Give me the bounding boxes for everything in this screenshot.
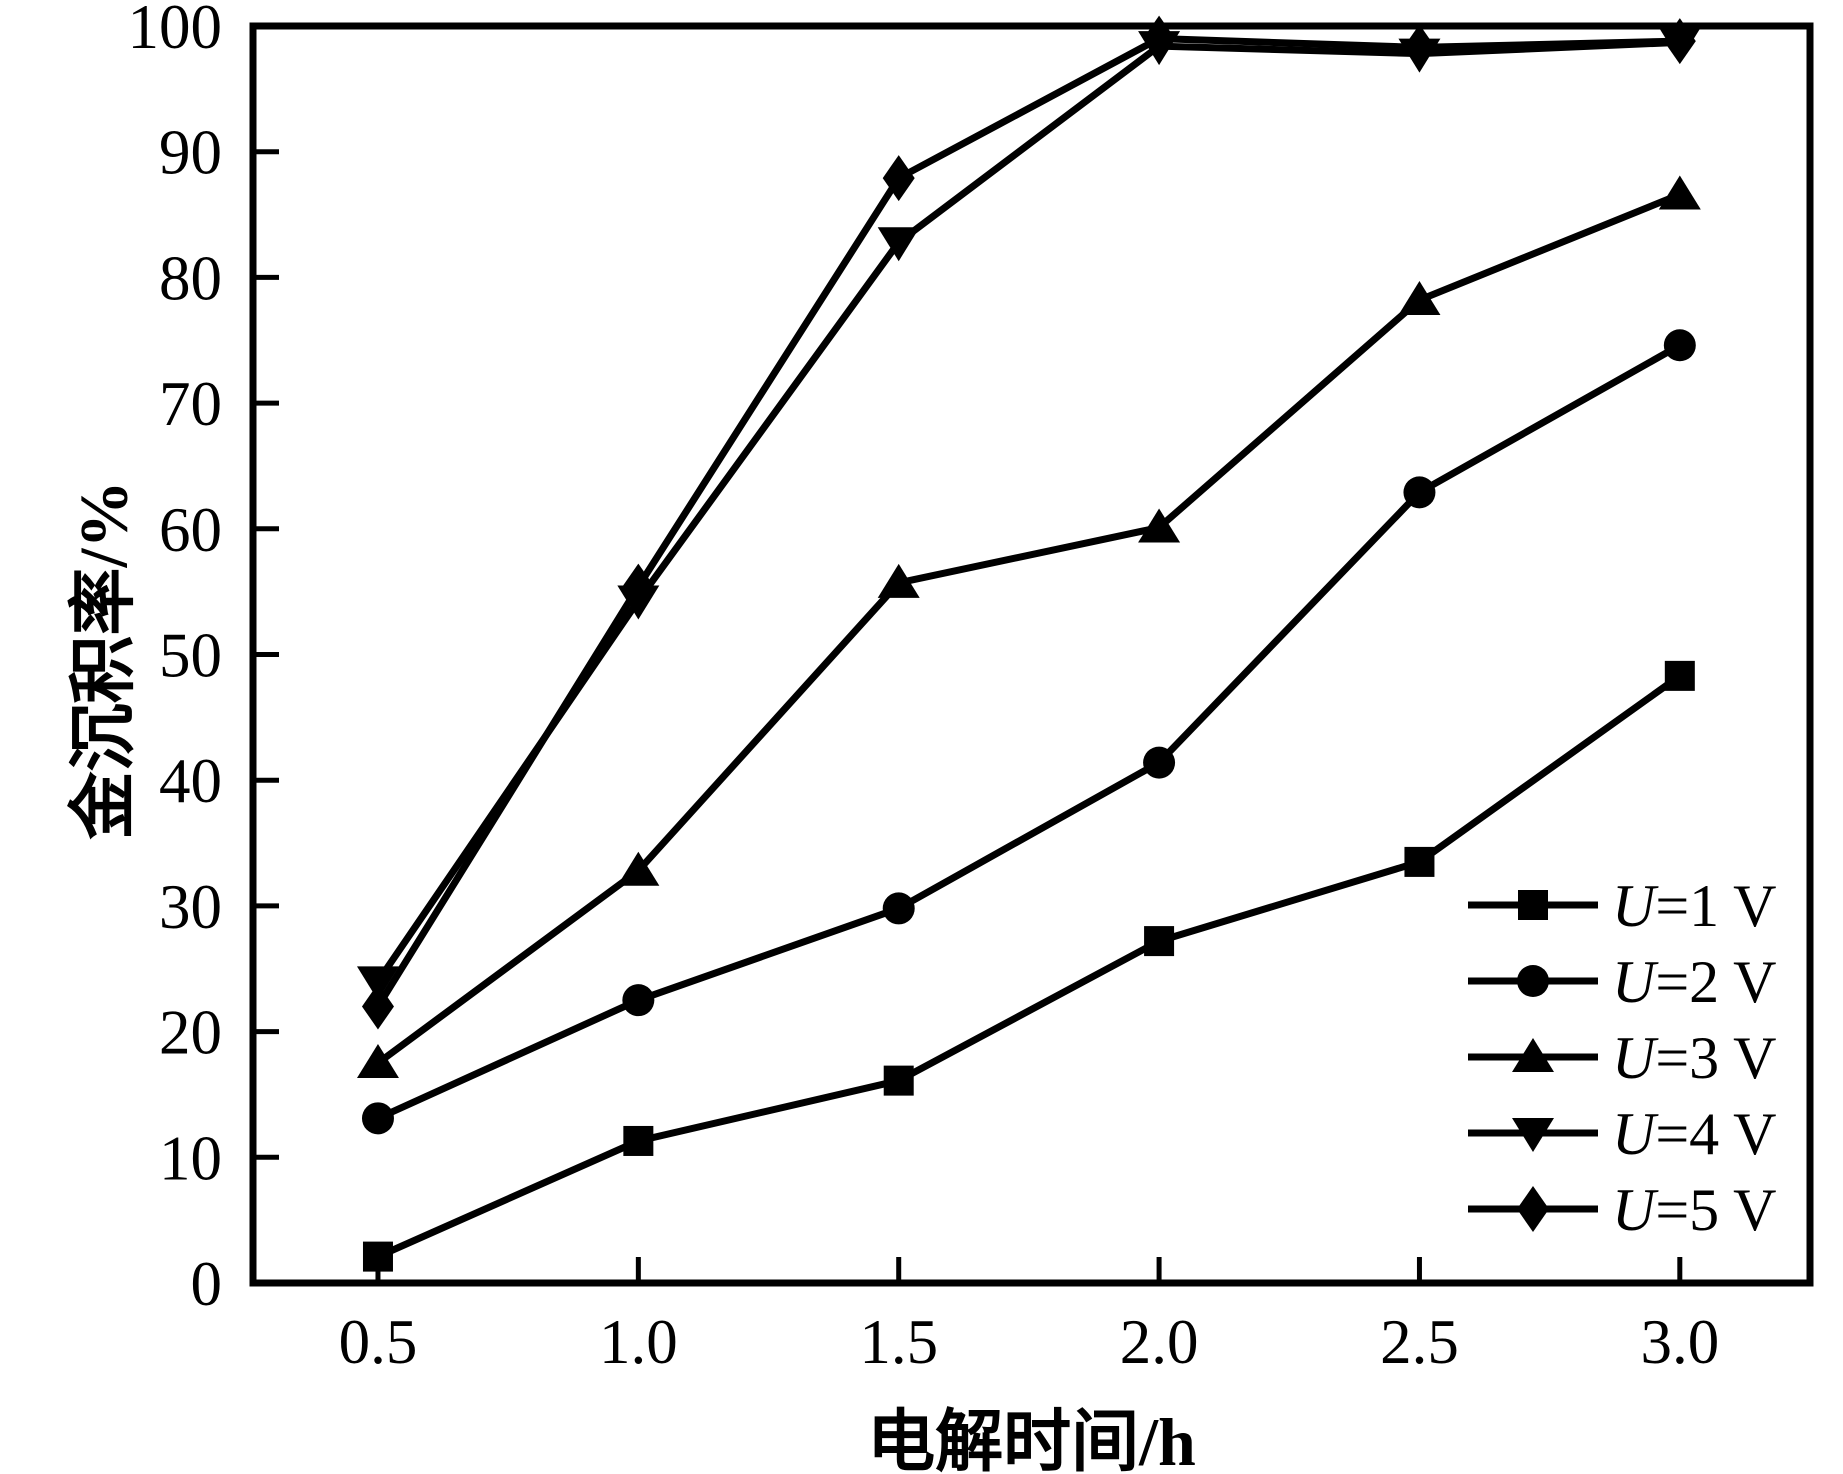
data-point-marker-s5: [882, 155, 915, 202]
y-tick-label: 90: [159, 118, 222, 188]
legend-marker-triangle-down: [1512, 1118, 1554, 1152]
data-point-marker-s4: [356, 966, 399, 1001]
x-tick-label: 0.5: [339, 1307, 418, 1377]
legend-marker-triangle-up: [1512, 1038, 1554, 1072]
series-line-1: [376, 673, 1682, 1260]
data-point-marker-s1: [883, 1065, 914, 1096]
plot-frame: [249, 22, 1814, 1287]
data-point-marker-s3: [877, 563, 920, 598]
data-point-marker-s2: [882, 892, 915, 925]
data-point-marker-s2: [361, 1102, 394, 1135]
series-line-3: [375, 191, 1682, 1066]
y-tick-label: 0: [191, 1249, 223, 1319]
data-point-marker-s2: [1403, 476, 1436, 509]
y-tick-label: 40: [159, 746, 222, 816]
data-point-marker-s1: [1404, 846, 1435, 877]
data-point-marker-s5: [361, 983, 394, 1030]
y-tick-label: 30: [159, 872, 222, 942]
legend-label: U=5 V: [1612, 1177, 1776, 1243]
x-tick-label: 1.0: [599, 1307, 678, 1377]
legend-marker-circle: [1517, 965, 1549, 997]
x-tick-label: 3.0: [1640, 1307, 1719, 1377]
data-point-marker-s2: [622, 984, 655, 1017]
y-axis-title: 金沉积率/%: [65, 480, 142, 840]
data-point-marker-s3: [356, 1044, 399, 1079]
x-tick-label: 2.5: [1380, 1307, 1459, 1377]
data-point-marker-s5: [622, 563, 655, 610]
data-point-marker-s1: [1144, 926, 1175, 957]
x-tick-label: 1.5: [859, 1307, 938, 1377]
data-point-marker-s2: [1663, 329, 1696, 362]
x-tick-label: 2.0: [1120, 1307, 1199, 1377]
y-tick-label: 80: [159, 243, 222, 313]
y-tick-label: 60: [159, 495, 222, 565]
y-tick-label: 20: [159, 998, 222, 1068]
data-point-marker-s1: [623, 1125, 654, 1156]
x-axis-title: 电解时间/h: [867, 1404, 1196, 1474]
data-point-marker-s2: [1143, 746, 1176, 779]
data-point-marker-s3: [1398, 281, 1441, 316]
legend-marker-square: [1518, 890, 1548, 920]
y-tick-label: 50: [159, 621, 222, 691]
data-point-marker-s4: [877, 227, 920, 262]
legend-label: U=4 V: [1612, 1101, 1776, 1167]
y-tick-label: 100: [128, 0, 223, 62]
legend-marker-diamond: [1517, 1186, 1549, 1232]
data-point-marker-s3: [1138, 508, 1181, 543]
legend-label: U=1 V: [1612, 873, 1776, 939]
data-point-marker-s1: [362, 1241, 393, 1272]
data-point-marker-s1: [1664, 660, 1695, 691]
data-point-marker-s3: [1658, 175, 1701, 210]
data-point-marker-s5: [1143, 15, 1176, 62]
series-line-4: [375, 38, 1680, 984]
legend-label: U=2 V: [1612, 949, 1776, 1015]
y-tick-label: 70: [159, 369, 222, 439]
series-line-2: [376, 342, 1682, 1122]
data-point-marker-s5: [1663, 18, 1696, 65]
series-line-5: [375, 35, 1680, 1009]
data-point-marker-s3: [617, 851, 660, 886]
data-point-marker-s5: [1403, 24, 1436, 71]
y-tick-label: 10: [159, 1123, 222, 1193]
legend-label: U=3 V: [1612, 1025, 1776, 1091]
